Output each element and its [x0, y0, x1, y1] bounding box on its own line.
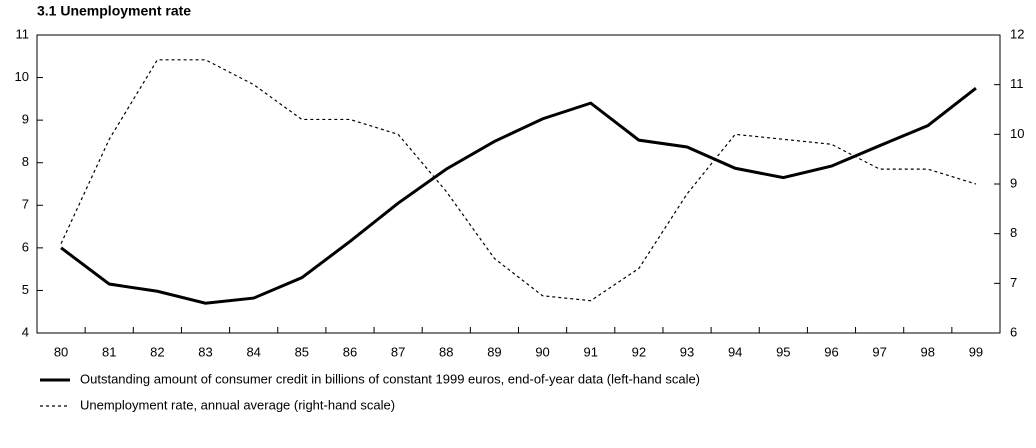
x-tick-label: 92 — [632, 344, 646, 359]
x-tick-label: 80 — [54, 344, 68, 359]
x-tick-label: 97 — [872, 344, 886, 359]
x-tick-label: 95 — [776, 344, 790, 359]
chart-title: 3.1 Unemployment rate — [37, 3, 191, 19]
y2-tick-label: 12 — [1010, 26, 1024, 41]
x-tick-label: 98 — [921, 344, 935, 359]
y2-tick-label: 7 — [1010, 275, 1017, 290]
legend-label: Outstanding amount of consumer credit in… — [80, 371, 700, 386]
x-tick-label: 90 — [535, 344, 549, 359]
plot-frame — [36, 34, 1001, 334]
x-tick-label: 89 — [487, 344, 501, 359]
y2-tick-label: 11 — [1010, 76, 1024, 91]
y-tick-label: 5 — [22, 282, 29, 297]
y-tick-label: 8 — [22, 154, 29, 169]
y-tick-label: 11 — [16, 26, 30, 41]
x-tick-label: 88 — [439, 344, 453, 359]
x-tick-label: 99 — [969, 344, 983, 359]
y2-tick-label: 8 — [1010, 225, 1017, 240]
y-tick-label: 4 — [22, 324, 29, 339]
y2-tick-label: 10 — [1010, 126, 1024, 141]
y2-tick-label: 9 — [1010, 175, 1017, 190]
x-tick-label: 83 — [198, 344, 212, 359]
x-tick-label: 94 — [728, 344, 742, 359]
legend-label: Unemployment rate, annual average (right… — [80, 397, 395, 412]
x-tick-label: 96 — [824, 344, 838, 359]
x-tick-label: 86 — [343, 344, 357, 359]
data-line — [60, 59, 977, 302]
x-tick-label: 93 — [680, 344, 694, 359]
y2-tick-label: 6 — [1010, 324, 1017, 339]
data-line — [60, 87, 977, 305]
y-tick-label: 10 — [15, 69, 29, 84]
x-tick-label: 85 — [295, 344, 309, 359]
x-tick-label: 91 — [583, 344, 597, 359]
y-tick-label: 6 — [22, 239, 29, 254]
x-tick-label: 87 — [391, 344, 405, 359]
x-tick-label: 81 — [102, 344, 116, 359]
y-tick-label: 9 — [22, 112, 29, 127]
x-tick-label: 84 — [246, 344, 260, 359]
x-tick-label: 82 — [150, 344, 164, 359]
y-tick-label: 7 — [22, 197, 29, 212]
